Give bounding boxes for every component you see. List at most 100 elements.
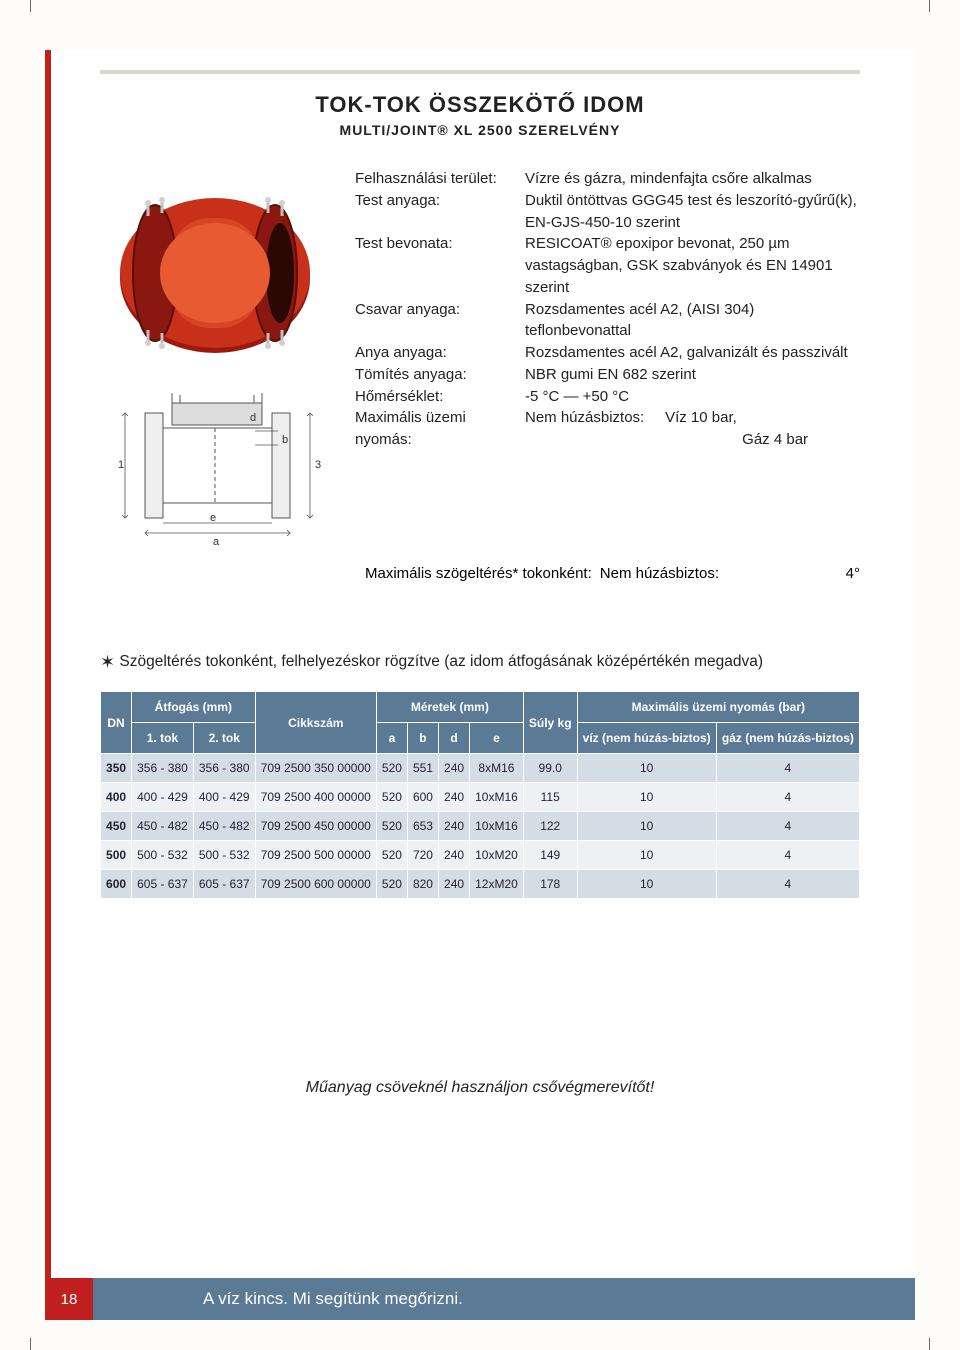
th-meretek: Méretek (mm)	[376, 692, 523, 723]
table-cell: 122	[523, 812, 577, 841]
page-number: 18	[45, 1278, 93, 1320]
table-cell: 520	[376, 841, 407, 870]
spec-label: Hőmérséklet:	[355, 386, 525, 408]
spec-sub: Nem húzásbiztos:	[525, 409, 644, 426]
spec-value: Rozsdamentes acél A2, galvanizált és pas…	[525, 342, 860, 364]
th-a: a	[376, 723, 407, 754]
table-row: 450450 - 482450 - 482709 2500 450 000005…	[101, 812, 860, 841]
table-cell: 12xM20	[470, 870, 524, 899]
table-cell: 500	[101, 841, 132, 870]
italic-note: Műanyag csöveknél használjon csővégmerev…	[100, 1079, 860, 1097]
spec-row: Test anyaga:Duktil öntöttvas GGG45 test …	[355, 190, 860, 234]
table-cell: 600	[407, 783, 438, 812]
header-rule	[100, 70, 860, 74]
svg-text:3: 3	[315, 459, 321, 471]
table-cell: 4	[716, 812, 859, 841]
table-cell: 240	[439, 783, 470, 812]
table-cell: 4	[716, 754, 859, 783]
table-cell: 4	[716, 783, 859, 812]
table-row: 350356 - 380356 - 380709 2500 350 000005…	[101, 754, 860, 783]
th-suly: Súly kg	[523, 692, 577, 754]
table-cell: 605 - 637	[132, 870, 194, 899]
table-cell: 653	[407, 812, 438, 841]
spec-label: Test bevonata:	[355, 233, 525, 298]
spec-row: Test bevonata:RESICOAT® epoxipor bevonat…	[355, 233, 860, 298]
th-d: d	[439, 723, 470, 754]
spec-value: Duktil öntöttvas GGG45 test és leszorító…	[525, 190, 860, 234]
table-cell: 10	[577, 754, 716, 783]
th-atfogas: Átfogás (mm)	[132, 692, 256, 723]
spec-v2: Gáz 4 bar	[742, 431, 808, 448]
table-cell: 709 2500 450 00000	[255, 812, 376, 841]
product-photo	[100, 168, 335, 368]
table-cell: 709 2500 500 00000	[255, 841, 376, 870]
table-cell: 4	[716, 870, 859, 899]
table-cell: 356 - 380	[193, 754, 255, 783]
table-row: 600605 - 637605 - 637709 2500 600 000005…	[101, 870, 860, 899]
svg-text:a: a	[213, 536, 220, 548]
table-cell: 450 - 482	[193, 812, 255, 841]
th-tok1: 1. tok	[132, 723, 194, 754]
table-cell: 500 - 532	[132, 841, 194, 870]
angular-row: Maximális szögeltérés* tokonként: Nem hú…	[365, 565, 860, 582]
table-row: 500500 - 532500 - 532709 2500 500 000005…	[101, 841, 860, 870]
th-gaz: gáz (nem húzás-biztos)	[716, 723, 859, 754]
th-cikkszam: Cikkszám	[255, 692, 376, 754]
table-cell: 240	[439, 754, 470, 783]
table-cell: 520	[376, 754, 407, 783]
table-cell: 149	[523, 841, 577, 870]
table-cell: 240	[439, 812, 470, 841]
table-cell: 709 2500 400 00000	[255, 783, 376, 812]
spec-row: Anya anyaga:Rozsdamentes acél A2, galvan…	[355, 342, 860, 364]
spec-value: Rozsdamentes acél A2, (AISI 304) teflonb…	[525, 299, 860, 343]
table-cell: 10xM16	[470, 783, 524, 812]
table-cell: 605 - 637	[193, 870, 255, 899]
footer-bar: 18 A víz kincs. Mi segítünk megőrizni.	[45, 1278, 915, 1320]
table-row: 400400 - 429400 - 429709 2500 400 000005…	[101, 783, 860, 812]
footer-text: A víz kincs. Mi segítünk megőrizni.	[93, 1278, 915, 1320]
page-title: TOK-TOK ÖSSZEKÖTŐ IDOM	[45, 92, 915, 118]
table-cell: 820	[407, 870, 438, 899]
table-cell: 500 - 532	[193, 841, 255, 870]
table-cell: 450 - 482	[132, 812, 194, 841]
table-cell: 10xM16	[470, 812, 524, 841]
spec-value: -5 °C — +50 °C	[525, 386, 860, 408]
title-block: TOK-TOK ÖSSZEKÖTŐ IDOM MULTI/JOINT® XL 2…	[45, 92, 915, 138]
table-cell: 99.0	[523, 754, 577, 783]
table-cell: 551	[407, 754, 438, 783]
th-dn: DN	[101, 692, 132, 754]
spec-row: Hőmérséklet:-5 °C — +50 °C	[355, 386, 860, 408]
spec-label: Maximális üzemi nyomás:	[355, 407, 525, 451]
spec-row: Felhasználási terület:Vízre és gázra, mi…	[355, 168, 860, 190]
th-viz: víz (nem húzás-biztos)	[577, 723, 716, 754]
table-cell: 178	[523, 870, 577, 899]
footnote: ✶ Szögeltérés tokonként, felhelyezéskor …	[100, 652, 860, 673]
table-cell: 4	[716, 841, 859, 870]
svg-text:1: 1	[118, 459, 124, 471]
table-cell: 400 - 429	[193, 783, 255, 812]
th-maxnyomas: Maximális üzemi nyomás (bar)	[577, 692, 859, 723]
table-cell: 600	[101, 870, 132, 899]
page-subtitle: MULTI/JOINT® XL 2500 SZERELVÉNY	[45, 122, 915, 138]
spec-row: Tömítés anyaga:NBR gumi EN 682 szerint	[355, 364, 860, 386]
spec-table: DN Átfogás (mm) Cikkszám Méretek (mm) Sú…	[100, 691, 860, 899]
spec-v1: Víz 10 bar,	[665, 409, 737, 426]
svg-text:d: d	[250, 412, 256, 424]
page: TOK-TOK ÖSSZEKÖTŐ IDOM MULTI/JOINT® XL 2…	[45, 50, 915, 1320]
star-icon: ✶	[100, 652, 115, 672]
table-cell: 520	[376, 870, 407, 899]
table-cell: 709 2500 600 00000	[255, 870, 376, 899]
table-cell: 10xM20	[470, 841, 524, 870]
table-cell: 350	[101, 754, 132, 783]
spec-label: Tömítés anyaga:	[355, 364, 525, 386]
table-cell: 10	[577, 812, 716, 841]
spec-label: Test anyaga:	[355, 190, 525, 234]
spec-label: Anya anyaga:	[355, 342, 525, 364]
th-e: e	[470, 723, 524, 754]
spec-list: Felhasználási terület:Vízre és gázra, mi…	[355, 168, 860, 553]
spec-value: Vízre és gázra, mindenfajta csőre alkalm…	[525, 168, 860, 190]
table-cell: 10	[577, 841, 716, 870]
spec-value: NBR gumi EN 682 szerint	[525, 364, 860, 386]
table-cell: 720	[407, 841, 438, 870]
table-cell: 400	[101, 783, 132, 812]
